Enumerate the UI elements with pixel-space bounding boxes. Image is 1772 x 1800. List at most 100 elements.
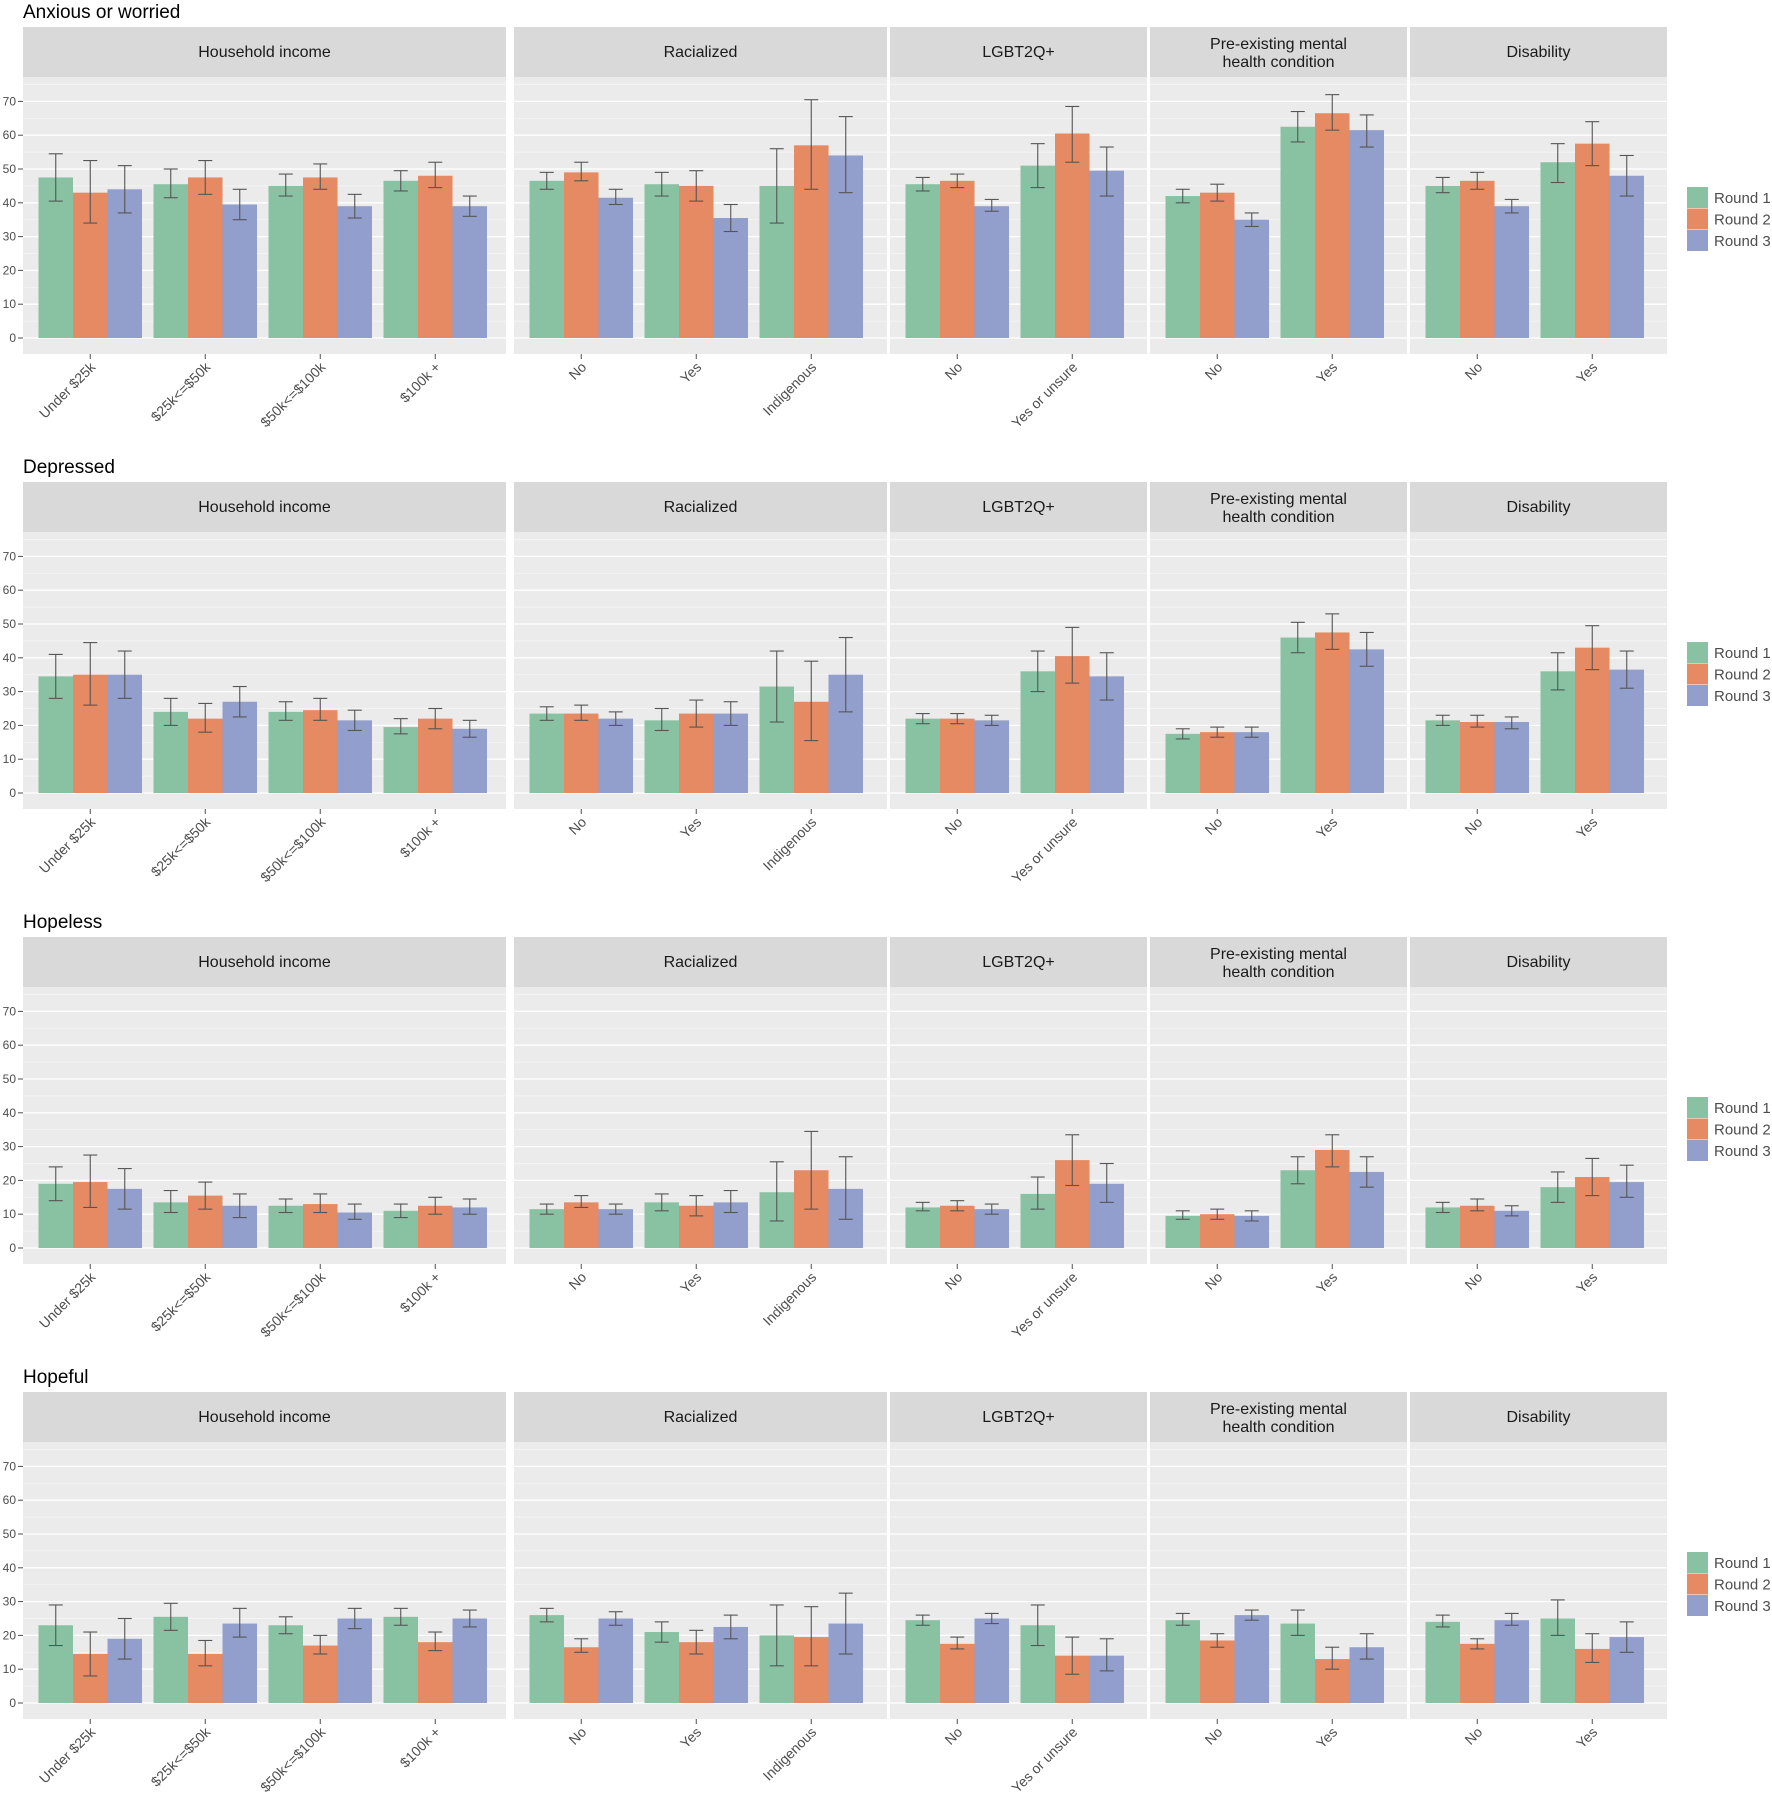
error-bar [1210,1208,1225,1220]
bar-round-1 [268,711,303,793]
error-bar [462,719,477,738]
error-bar [574,1638,589,1653]
bar-round-1 [1425,185,1460,338]
strip-background [1150,27,1407,77]
error-bar [1244,1210,1259,1222]
y-tick-label: 70 [3,1004,17,1018]
error-bar [915,176,930,192]
x-tick-label: No [1201,1269,1225,1293]
bar-round-2 [1200,192,1235,338]
legend-label: Round 3 [1714,1143,1771,1160]
bar-round-2 [940,1205,975,1248]
strip-label: Racialized [664,44,738,61]
y-tick-label: 10 [3,297,17,311]
panel-racialized: Racialized No Yes Indigenous [514,937,887,1329]
x-tick-label: Yes or unsure [1008,814,1080,886]
y-tick-label: 20 [3,718,17,732]
bar-round-1 [153,184,188,338]
y-tick-label: 10 [3,752,17,766]
legend-key-round-3 [1687,1595,1708,1616]
error-bar [278,1198,293,1214]
bar-round-1 [644,1632,679,1703]
error-bar [1175,728,1190,740]
bar-round-1 [529,713,564,793]
legend-label: Round 3 [1714,688,1771,705]
strip-label: LGBT2Q+ [982,954,1054,971]
error-bar [393,1203,408,1219]
x-tick-label: Yes or unsure [1008,1269,1080,1341]
bar-round-2 [940,1643,975,1703]
bar-round-3 [452,728,487,793]
bar-round-1 [1280,1623,1315,1703]
y-tick-label: 30 [3,685,17,699]
bar-round-3 [1234,732,1269,793]
bar-round-1 [38,177,73,338]
error-bar [48,1604,63,1647]
bar-round-3 [222,204,257,338]
bar-round-1 [905,718,940,793]
error-bar [1470,714,1485,728]
panel-racialized: Racialized No Yes Indigenous [514,482,887,874]
x-tick-label: No [565,359,589,383]
error-bar [1504,716,1519,730]
strip-label: LGBT2Q+ [982,44,1054,61]
panel-household-income: Household income Under $25k $25k<=$50k $50k… [23,1392,506,1795]
x-tick-label: No [941,1724,965,1748]
row-title: Anxious or worried [23,2,180,23]
strip-background [23,27,506,77]
bar-round-3 [452,206,487,338]
x-tick-label: Under $25k [36,1723,99,1786]
error-bar [804,660,819,742]
error-bar [83,642,98,706]
bar-round-1 [905,1207,940,1248]
error-bar [1325,1134,1340,1168]
error-bar [1435,1201,1450,1214]
bar-round-3 [1494,1620,1529,1703]
x-tick-label: No [1201,814,1225,838]
strip-label: health condition [1222,964,1334,981]
error-bar [1619,154,1634,197]
x-tick-label: Yes [1573,359,1600,386]
error-bar [1585,625,1600,671]
x-tick-label: $25k<=$50k [148,358,215,425]
error-bar [984,714,999,726]
panel-disability: Disability No Yes [1410,482,1667,841]
bar-round-1 [1540,162,1575,338]
error-bar [1065,626,1080,684]
error-bar [117,1617,132,1660]
error-bar [769,650,784,723]
error-bar [769,1604,784,1667]
y-tick-label: 40 [3,651,17,665]
error-bar [313,697,328,721]
error-bar [1585,1633,1600,1663]
bar-round-1 [1540,671,1575,793]
error-bar [1175,188,1190,204]
error-bar [654,1193,669,1212]
error-bar [313,1193,328,1214]
error-bar [1504,198,1519,214]
panel-lgbt2q: LGBT2Q+ No Yes or unsure [890,482,1147,886]
row-title: Depressed [23,457,115,478]
bar-round-3 [107,189,142,338]
error-bar [48,653,63,699]
bar-round-1 [1425,1207,1460,1248]
strip-background [514,482,887,532]
error-bar [1325,613,1340,650]
row-title: Hopeless [23,912,102,933]
error-bar [1504,1205,1519,1217]
bar-round-1 [905,184,940,338]
error-bar [117,650,132,699]
strip-background [1410,27,1667,77]
bar-round-1 [268,1625,303,1703]
error-bar [689,170,704,202]
error-bar [984,1203,999,1215]
legend-key-round-3 [1687,230,1708,251]
bar-round-3 [598,197,633,338]
error-bar [278,173,293,197]
error-bar [608,711,623,726]
error-bar [1210,726,1225,738]
error-bar [539,1203,554,1215]
y-tick-label: 0 [9,786,16,800]
error-bar [574,1195,589,1208]
